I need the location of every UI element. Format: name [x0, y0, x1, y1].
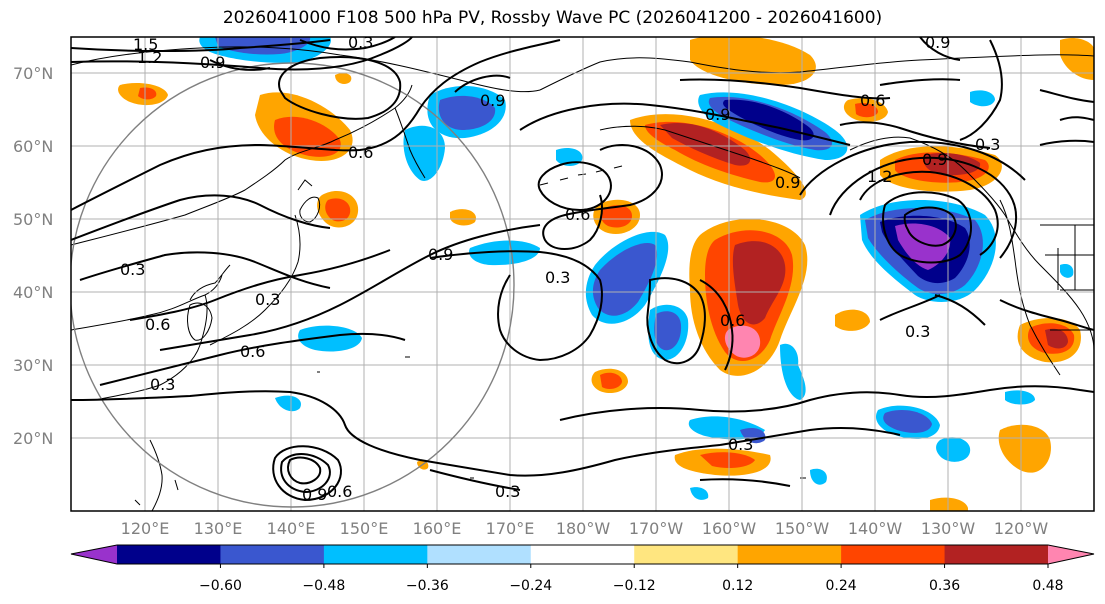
- colorbar-segment: [117, 545, 221, 564]
- lon-label: 140°W: [848, 519, 903, 538]
- colorbar-tick-label: 0.12: [722, 578, 753, 594]
- colorbar-tick-label: −0.12: [613, 578, 656, 594]
- contour-label: 0.3: [975, 135, 1000, 154]
- contour-label: 0.9: [775, 173, 800, 192]
- pv-contours: [71, 37, 1094, 502]
- lat-label: 20°N: [13, 429, 53, 448]
- colorbar-tick-label: −0.60: [199, 578, 242, 594]
- lat-label: 50°N: [13, 210, 53, 229]
- lat-label: 40°N: [13, 283, 53, 302]
- lat-label: 30°N: [13, 356, 53, 375]
- contour-label: 1.2: [867, 167, 892, 186]
- lon-label: 150°W: [775, 519, 830, 538]
- contour-label: 0.3: [348, 33, 373, 52]
- map-frame: [70, 36, 1095, 512]
- contour-label: 0.9: [200, 53, 225, 72]
- colorbar-segment: [634, 545, 739, 564]
- colorbar-segment: [220, 545, 325, 564]
- map-content: 1.5 1.2 0.9 0.3 0.9 0.6 0.9 0.6 0.9 1.2 …: [71, 33, 1094, 511]
- lon-label: 120°W: [994, 519, 1049, 538]
- lat-label: 70°N: [13, 64, 53, 83]
- colorbar-extend-min: [71, 545, 117, 564]
- contour-label: 0.6: [860, 91, 885, 110]
- contour-label: 0.9: [922, 150, 947, 169]
- latitude-axis: 70°N 60°N 50°N 40°N 30°N 20°N: [13, 64, 53, 448]
- colorbar-tick-label: 0.48: [1032, 578, 1063, 594]
- colorbar-segment: [530, 545, 635, 564]
- contour-label: 0.3: [728, 435, 753, 454]
- lon-label: 150°E: [340, 519, 389, 538]
- contour-label: 1.5: [133, 35, 158, 54]
- lon-label: 170°E: [486, 519, 535, 538]
- contour-label: 0.6: [348, 143, 373, 162]
- contour-label: 0.3: [255, 290, 280, 309]
- colorbar-segment: [323, 545, 428, 564]
- contour-label: 0.6: [240, 342, 265, 361]
- contour-label: 0.3: [120, 260, 145, 279]
- contour-label: 0.9: [705, 105, 730, 124]
- contour-label: 0.3: [150, 375, 175, 394]
- colorbar-segment: [944, 545, 1049, 564]
- colorbar-segment: [737, 545, 842, 564]
- lon-label: 180°W: [556, 519, 611, 538]
- contour-label: 0.6: [145, 315, 170, 334]
- lon-label: 140°E: [267, 519, 316, 538]
- contour-label: 0.9: [428, 245, 453, 264]
- colorbar-segment: [427, 545, 532, 564]
- contour-label: 0.3: [495, 482, 520, 501]
- lon-label: 160°W: [702, 519, 757, 538]
- lon-label: 130°E: [194, 519, 243, 538]
- colorbar-tick-label: −0.36: [406, 578, 449, 594]
- map-title: 2026041000 F108 500 hPa PV, Rossby Wave …: [222, 8, 883, 28]
- contour-label: 0.3: [545, 268, 570, 287]
- contour-label: 0.6: [327, 482, 352, 501]
- lat-label: 60°N: [13, 137, 53, 156]
- lon-label: 120°E: [121, 519, 170, 538]
- lon-label: 170°W: [629, 519, 684, 538]
- contour-label: 0.3: [905, 322, 930, 341]
- colorbar-tick-label: −0.24: [509, 578, 552, 594]
- reference-circle: [71, 62, 515, 508]
- colorbar: −0.60 −0.48 −0.36 −0.24 −0.12 0.12 0.24 0.36 0.4…: [70, 544, 1095, 594]
- colorbar-tick-label: 0.24: [826, 578, 857, 594]
- colorbar-segment: [841, 545, 946, 564]
- colorbar-tick-label: −0.48: [302, 578, 345, 594]
- pc-anomaly-shading: [118, 37, 1094, 511]
- colorbar-extend-max: [1048, 545, 1094, 564]
- contour-label: 0.9: [925, 33, 950, 52]
- contour-label: 0.9: [480, 91, 505, 110]
- longitude-axis: 120°E 130°E 140°E 150°E 160°E 170°E 180°…: [121, 519, 1049, 538]
- contour-label: 0.9: [302, 485, 327, 504]
- contour-label: 0.6: [565, 205, 590, 224]
- contour-labels: 1.5 1.2 0.9 0.3 0.9 0.6 0.9 0.6 0.9 1.2 …: [120, 33, 1000, 504]
- lon-label: 130°W: [921, 519, 976, 538]
- contour-label: 1.2: [137, 48, 162, 67]
- lon-label: 160°E: [413, 519, 462, 538]
- colorbar-tick-label: 0.36: [929, 578, 960, 594]
- contour-label: 0.6: [720, 311, 745, 330]
